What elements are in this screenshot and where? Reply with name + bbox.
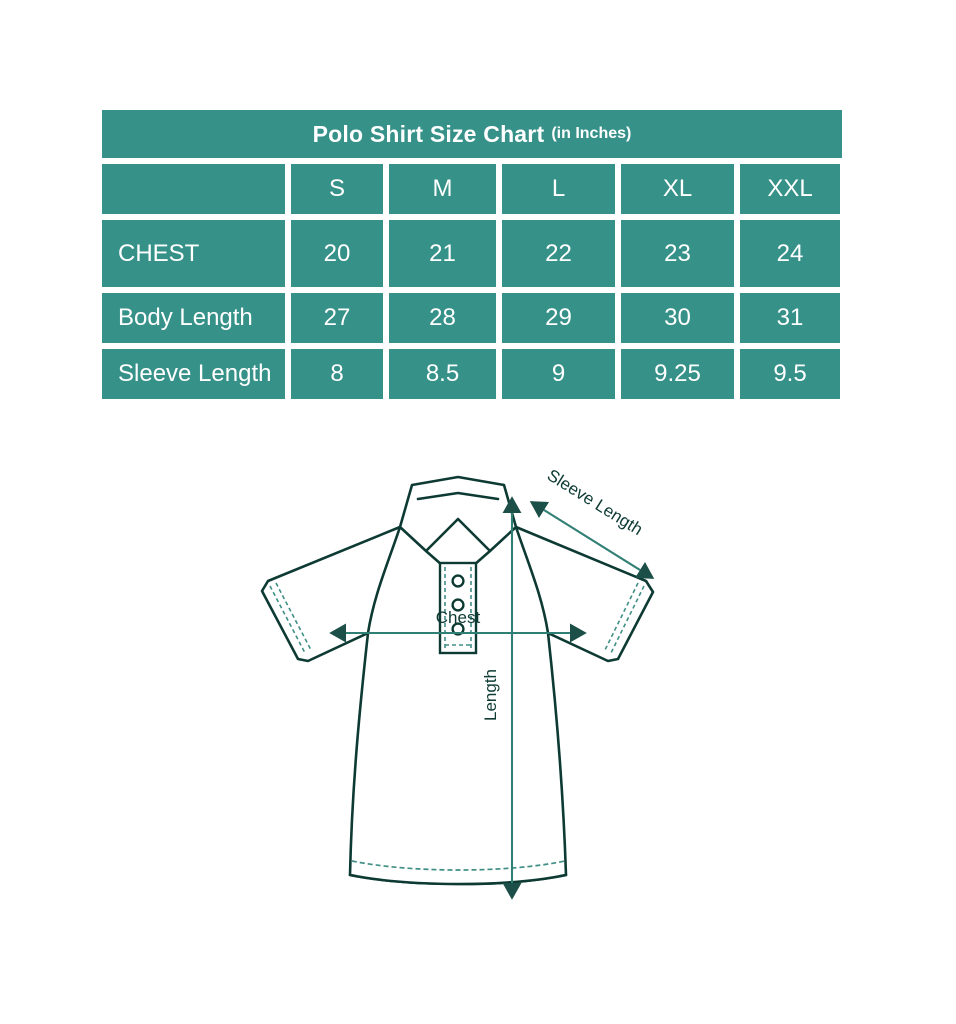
cell-chest-xl: 23 [621, 220, 734, 287]
placket-stitching [444, 567, 472, 648]
collar-outline [398, 475, 518, 581]
row-label-chest: CHEST [102, 220, 285, 287]
table-row: Body Length 27 28 29 30 31 [102, 293, 842, 343]
table-header-row: S M L XL XXL [102, 164, 842, 214]
right-cuff-stitch-outer [610, 585, 645, 654]
chart-title-bar: Polo Shirt Size Chart (in Inches) [102, 110, 842, 158]
cell-chest-m: 21 [389, 220, 496, 287]
length-label: Length [481, 669, 500, 721]
cell-body-length-l: 29 [502, 293, 615, 343]
column-header-s: S [291, 164, 383, 214]
row-label-sleeve-length: Sleeve Length [102, 349, 285, 399]
cell-body-length-m: 28 [389, 293, 496, 343]
cell-body-length-xxl: 31 [740, 293, 840, 343]
cell-sleeve-length-xxl: 9.5 [740, 349, 840, 399]
column-header-m: M [389, 164, 496, 214]
table-corner-cell [102, 164, 285, 214]
chest-label: Chest [436, 608, 481, 627]
sleeve-length-measure-arrow [529, 501, 655, 579]
shirt-torso-outline [348, 631, 568, 886]
column-header-xl: XL [621, 164, 734, 214]
column-header-l: L [502, 164, 615, 214]
left-armhole-seam [366, 525, 402, 635]
cell-sleeve-length-xl: 9.25 [621, 349, 734, 399]
cell-chest-l: 22 [502, 220, 615, 287]
left-cuff-stitch-outer [269, 585, 306, 654]
cell-sleeve-length-l: 9 [502, 349, 615, 399]
size-chart-table: Polo Shirt Size Chart (in Inches) S M L … [102, 110, 842, 399]
table-row: Sleeve Length 8 8.5 9 9.25 9.5 [102, 349, 842, 399]
right-cuff-stitch-inner [604, 582, 639, 651]
cell-body-length-s: 27 [291, 293, 383, 343]
cell-chest-s: 20 [291, 220, 383, 287]
sleeve-length-label: Sleeve Length [544, 465, 646, 539]
cell-chest-xxl: 24 [740, 220, 840, 287]
hem-stitch-line [351, 860, 566, 871]
polo-shirt-diagram: Chest Length Sleeve Length [240, 455, 710, 915]
collar-neckband [416, 491, 500, 501]
cell-body-length-xl: 30 [621, 293, 734, 343]
bottom-hem-stitching [351, 860, 566, 871]
cell-sleeve-length-s: 8 [291, 349, 383, 399]
left-cuff-stitch-inner [275, 582, 312, 651]
row-label-body-length: Body Length [102, 293, 285, 343]
cell-sleeve-length-m: 8.5 [389, 349, 496, 399]
page-title: Polo Shirt Size Chart [312, 120, 545, 147]
table-row: CHEST 20 21 22 23 24 [102, 220, 842, 287]
column-header-xxl: XXL [740, 164, 840, 214]
collar-inner-fold [424, 517, 492, 553]
button-icon [451, 574, 465, 588]
button-icon [451, 598, 465, 612]
bottom-hem-edge [348, 873, 568, 886]
sleeve-cuff-stitching [269, 582, 645, 654]
chart-unit-label: (in Inches) [551, 125, 632, 142]
